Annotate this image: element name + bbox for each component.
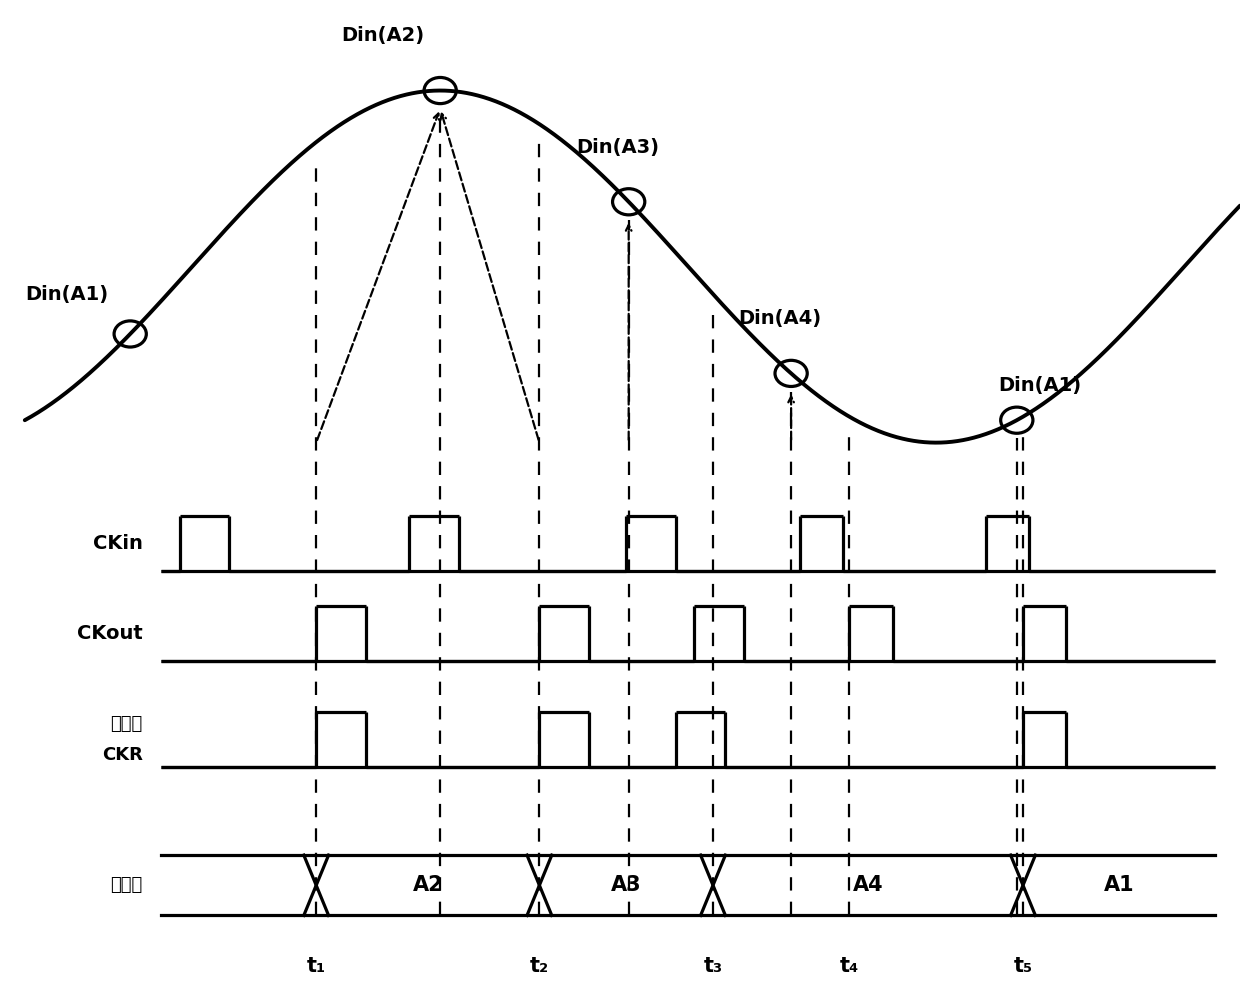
Text: t₅: t₅ — [1013, 956, 1033, 976]
Text: A2: A2 — [413, 875, 443, 895]
Text: Din(A1): Din(A1) — [998, 376, 1081, 395]
Text: Din(A2): Din(A2) — [341, 26, 424, 45]
Text: t₃: t₃ — [703, 956, 723, 976]
Text: t₂: t₂ — [529, 956, 549, 976]
Text: A4: A4 — [853, 875, 883, 895]
Text: Din(A1): Din(A1) — [25, 285, 108, 304]
Text: CKin: CKin — [93, 534, 143, 552]
Text: CKR: CKR — [102, 745, 143, 764]
Text: A1: A1 — [1104, 875, 1135, 895]
Text: CKout: CKout — [77, 625, 143, 643]
Text: t₄: t₄ — [839, 956, 859, 976]
Text: Din(A3): Din(A3) — [577, 138, 660, 157]
Text: t₁: t₁ — [306, 956, 326, 976]
Text: 读地址: 读地址 — [110, 876, 143, 894]
Text: 读时钟: 读时钟 — [110, 715, 143, 733]
Text: Din(A4): Din(A4) — [738, 309, 821, 328]
Text: A3: A3 — [611, 875, 641, 895]
